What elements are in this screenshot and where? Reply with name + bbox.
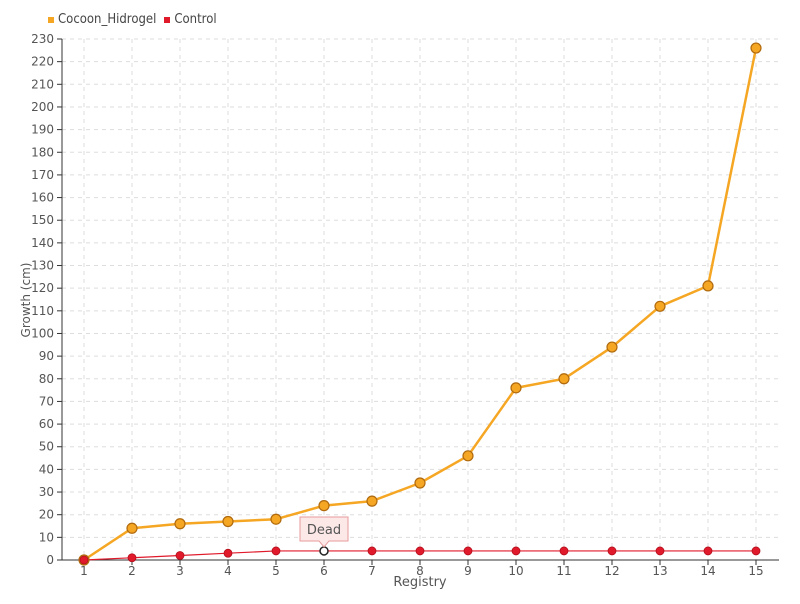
data-point-control <box>415 546 425 556</box>
y-tick-label: 80 <box>39 372 54 386</box>
y-tick-label: 0 <box>46 553 54 567</box>
legend-swatch-control <box>164 16 171 23</box>
y-tick-label: 40 <box>39 462 54 476</box>
y-tick-label: 50 <box>39 440 54 454</box>
data-point-control <box>271 546 281 556</box>
legend-item-control[interactable]: Control <box>164 12 217 27</box>
data-point-cocoon <box>702 280 714 292</box>
y-tick-label: 60 <box>39 417 54 431</box>
legend-item-cocoon[interactable]: Cocoon_Hidrogel <box>48 12 156 27</box>
x-tick-label: 3 <box>176 564 184 578</box>
x-tick-label: 6 <box>320 564 328 578</box>
annotation-callout <box>299 516 349 548</box>
data-point-control <box>511 546 521 556</box>
data-point-cocoon <box>366 495 378 507</box>
x-tick-label: 4 <box>224 564 232 578</box>
x-tick-label: 15 <box>748 564 763 578</box>
data-point-control-origin <box>79 555 89 565</box>
y-tick-label: 160 <box>31 191 54 205</box>
data-point-cocoon <box>126 522 138 534</box>
data-point-control <box>607 546 617 556</box>
y-tick-label: 140 <box>31 236 54 250</box>
y-tick-label: 120 <box>31 281 54 295</box>
x-tick-label: 9 <box>464 564 472 578</box>
x-tick-label: 5 <box>272 564 280 578</box>
data-point-control <box>559 546 569 556</box>
x-axis-label: Registry <box>393 575 447 590</box>
legend-label-cocoon: Cocoon_Hidrogel <box>58 12 157 27</box>
x-tick-label: 10 <box>508 564 523 578</box>
data-point-cocoon <box>558 373 570 385</box>
data-point-cocoon <box>318 500 330 512</box>
legend-label-control: Control <box>174 12 217 27</box>
data-point-cocoon <box>414 477 426 489</box>
data-point-cocoon <box>654 300 666 312</box>
data-point-control <box>655 546 665 556</box>
y-tick-label: 220 <box>31 55 54 69</box>
x-tick-label: 14 <box>700 564 715 578</box>
y-tick-label: 130 <box>31 259 54 273</box>
y-tick-label: 70 <box>39 394 54 408</box>
y-tick-label: 20 <box>39 508 54 522</box>
data-point-cocoon <box>510 382 522 394</box>
x-tick-label: 11 <box>556 564 571 578</box>
annotation-layer: Dead <box>299 516 349 548</box>
data-point-cocoon <box>270 513 282 525</box>
axes: 0102030405060708090100110120130140150160… <box>31 32 779 578</box>
data-point-control <box>703 546 713 556</box>
y-tick-label: 170 <box>31 168 54 182</box>
x-tick-label: 12 <box>604 564 619 578</box>
y-tick-label: 150 <box>31 213 54 227</box>
data-point-control <box>127 553 137 563</box>
data-point-cocoon <box>222 515 234 528</box>
data-point-control-dead <box>319 546 329 556</box>
x-tick-label: 1 <box>80 564 88 578</box>
y-tick-label: 230 <box>31 32 54 46</box>
grid <box>62 38 779 560</box>
data-point-control <box>751 546 761 556</box>
y-axis-label: Growth (cm) <box>19 263 33 338</box>
y-tick-label: 200 <box>31 100 54 114</box>
data-point-control <box>223 548 233 558</box>
y-tick-label: 190 <box>31 123 54 137</box>
x-tick-label: 7 <box>368 564 376 578</box>
data-point-control <box>175 551 185 560</box>
legend: Cocoon_Hidrogel Control <box>48 12 217 27</box>
data-point-control <box>463 546 473 556</box>
data-point-cocoon <box>606 341 618 353</box>
x-tick-label: 2 <box>128 564 136 578</box>
data-point-cocoon <box>462 450 474 462</box>
y-tick-label: 100 <box>31 326 54 340</box>
data-point-cocoon <box>174 518 186 530</box>
x-tick-label: 13 <box>652 564 667 578</box>
series-layer <box>78 42 762 566</box>
x-tick-label: 8 <box>416 564 424 578</box>
y-tick-label: 110 <box>31 304 54 318</box>
data-point-control <box>367 546 377 556</box>
y-tick-label: 180 <box>31 145 54 159</box>
data-point-cocoon <box>750 42 762 54</box>
annotation-dead-text: Dead <box>307 523 341 538</box>
legend-swatch-cocoon <box>48 16 54 23</box>
y-tick-label: 30 <box>39 485 54 499</box>
y-tick-label: 210 <box>31 77 54 91</box>
y-tick-label: 90 <box>39 349 54 363</box>
y-tick-label: 10 <box>39 530 54 544</box>
